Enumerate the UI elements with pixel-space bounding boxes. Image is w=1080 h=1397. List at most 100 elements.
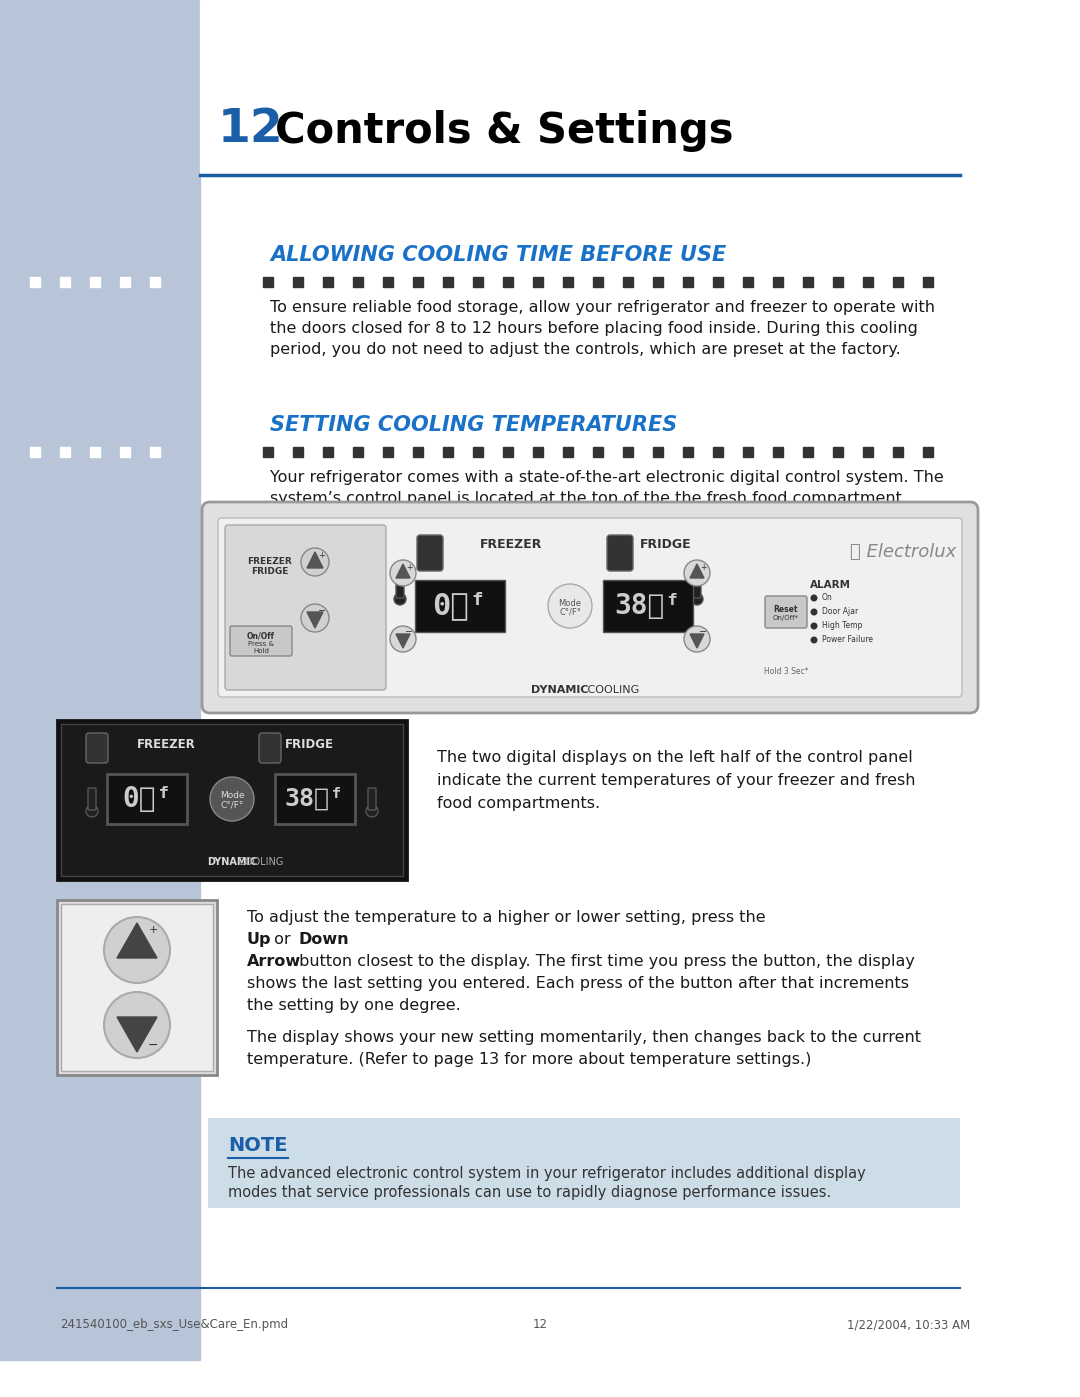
- Text: To adjust the temperature to a higher or lower setting, press the: To adjust the temperature to a higher or…: [247, 909, 771, 925]
- Text: system’s control panel is located at the top of the the fresh food compartment.: system’s control panel is located at the…: [270, 490, 907, 506]
- Text: ALLOWING COOLING TIME BEFORE USE: ALLOWING COOLING TIME BEFORE USE: [270, 244, 726, 265]
- Circle shape: [810, 609, 818, 616]
- Text: Hold 3 Sec*: Hold 3 Sec*: [764, 668, 808, 676]
- Text: −: −: [318, 606, 326, 616]
- Circle shape: [390, 626, 416, 652]
- Circle shape: [548, 584, 592, 629]
- Text: +: +: [148, 925, 158, 935]
- Circle shape: [390, 560, 416, 585]
- Text: +: +: [406, 563, 413, 571]
- Polygon shape: [396, 634, 410, 648]
- Polygon shape: [396, 564, 410, 578]
- Text: Up: Up: [247, 932, 271, 947]
- Polygon shape: [307, 612, 323, 629]
- FancyBboxPatch shape: [765, 597, 807, 629]
- FancyBboxPatch shape: [87, 788, 96, 810]
- Polygon shape: [117, 1017, 157, 1052]
- FancyBboxPatch shape: [396, 576, 404, 598]
- Text: DYNAMIC: DYNAMIC: [207, 856, 257, 868]
- Text: 1/22/2004, 10:33 AM: 1/22/2004, 10:33 AM: [847, 1317, 970, 1331]
- Text: FRIDGE: FRIDGE: [640, 538, 691, 552]
- FancyBboxPatch shape: [230, 626, 292, 657]
- Circle shape: [366, 805, 378, 817]
- FancyBboxPatch shape: [225, 525, 386, 690]
- Text: −: −: [148, 1038, 159, 1052]
- Text: SETTING COOLING TEMPERATURES: SETTING COOLING TEMPERATURES: [270, 415, 677, 434]
- Text: C°/F°: C°/F°: [559, 608, 581, 616]
- FancyBboxPatch shape: [607, 535, 633, 571]
- FancyBboxPatch shape: [368, 788, 376, 810]
- Text: FRIDGE: FRIDGE: [285, 738, 334, 750]
- Text: To ensure reliable food storage, allow your refrigerator and freezer to operate : To ensure reliable food storage, allow y…: [270, 300, 935, 314]
- Text: 0ᴏᶠ: 0ᴏᶠ: [122, 785, 172, 813]
- Text: 0ᴏᶠ: 0ᴏᶠ: [432, 591, 487, 620]
- Text: 241540100_eb_sxs_Use&Care_En.pmd: 241540100_eb_sxs_Use&Care_En.pmd: [60, 1317, 288, 1331]
- FancyBboxPatch shape: [693, 576, 701, 598]
- Polygon shape: [307, 552, 323, 569]
- Text: Hold: Hold: [253, 648, 269, 654]
- Text: −: −: [699, 627, 707, 637]
- Text: FREEZER: FREEZER: [480, 538, 542, 552]
- Text: COOLING: COOLING: [584, 685, 639, 694]
- Text: The advanced electronic control system in your refrigerator includes additional : The advanced electronic control system i…: [228, 1166, 866, 1180]
- Text: C°/F°: C°/F°: [220, 800, 244, 809]
- Bar: [415, 580, 505, 631]
- Text: NOTE: NOTE: [228, 1136, 287, 1155]
- Circle shape: [684, 560, 710, 585]
- FancyBboxPatch shape: [60, 904, 213, 1071]
- Text: FRIDGE: FRIDGE: [252, 567, 288, 577]
- Text: indicate the current temperatures of your freezer and fresh: indicate the current temperatures of you…: [437, 773, 916, 788]
- Circle shape: [810, 637, 818, 644]
- Bar: [208, 1118, 960, 1208]
- FancyBboxPatch shape: [202, 502, 978, 712]
- Circle shape: [86, 805, 98, 817]
- Text: FREEZER: FREEZER: [137, 738, 195, 750]
- Text: The two digital displays on the left half of the control panel: The two digital displays on the left hal…: [437, 750, 913, 766]
- Bar: [603, 580, 693, 631]
- Polygon shape: [117, 923, 157, 958]
- FancyBboxPatch shape: [60, 724, 403, 876]
- Text: food compartments.: food compartments.: [437, 796, 600, 812]
- Text: 38ᴏᶠ: 38ᴏᶠ: [615, 592, 681, 620]
- Text: +: +: [319, 552, 325, 560]
- Text: The display shows your new setting momentarily, then changes back to the current: The display shows your new setting momen…: [247, 1030, 921, 1045]
- Circle shape: [301, 604, 329, 631]
- FancyBboxPatch shape: [417, 535, 443, 571]
- Text: button closest to the display. The first time you press the button, the display: button closest to the display. The first…: [294, 954, 915, 970]
- Text: 12: 12: [532, 1317, 548, 1331]
- Text: High Temp: High Temp: [822, 622, 862, 630]
- Text: On/Off: On/Off: [247, 631, 275, 640]
- Text: period, you do not need to adjust the controls, which are preset at the factory.: period, you do not need to adjust the co…: [270, 342, 901, 358]
- Circle shape: [104, 992, 170, 1058]
- Polygon shape: [690, 634, 704, 648]
- Text: COOLING: COOLING: [234, 856, 283, 868]
- FancyBboxPatch shape: [86, 733, 108, 763]
- Text: the setting by one degree.: the setting by one degree.: [247, 997, 461, 1013]
- Text: ⓔ Electrolux: ⓔ Electrolux: [850, 543, 956, 562]
- Bar: [200, 0, 1080, 175]
- Text: Reset: Reset: [773, 605, 798, 613]
- Bar: [275, 774, 355, 824]
- Text: or: or: [269, 932, 296, 947]
- Text: −: −: [405, 627, 413, 637]
- Text: Press &: Press &: [248, 641, 274, 647]
- Circle shape: [104, 916, 170, 983]
- Text: Mode: Mode: [219, 792, 244, 800]
- Text: Your refrigerator comes with a state-of-the-art electronic digital control syste: Your refrigerator comes with a state-of-…: [270, 469, 944, 485]
- Text: On/Off*: On/Off*: [773, 615, 799, 622]
- Text: Door Ajar: Door Ajar: [822, 608, 859, 616]
- Circle shape: [210, 777, 254, 821]
- FancyBboxPatch shape: [259, 733, 281, 763]
- Text: shows the last setting you entered. Each press of the button after that incremen: shows the last setting you entered. Each…: [247, 977, 909, 990]
- Circle shape: [691, 592, 703, 605]
- Text: DYNAMIC: DYNAMIC: [531, 685, 589, 694]
- FancyBboxPatch shape: [218, 518, 962, 697]
- Circle shape: [684, 626, 710, 652]
- Circle shape: [301, 548, 329, 576]
- Text: ALARM: ALARM: [810, 580, 851, 590]
- Text: the doors closed for 8 to 12 hours before placing food inside. During this cooli: the doors closed for 8 to 12 hours befor…: [270, 321, 918, 337]
- FancyBboxPatch shape: [57, 900, 217, 1076]
- Bar: [0, 0, 200, 1361]
- Text: Power Failure: Power Failure: [822, 636, 873, 644]
- Text: FREEZER: FREEZER: [247, 557, 293, 567]
